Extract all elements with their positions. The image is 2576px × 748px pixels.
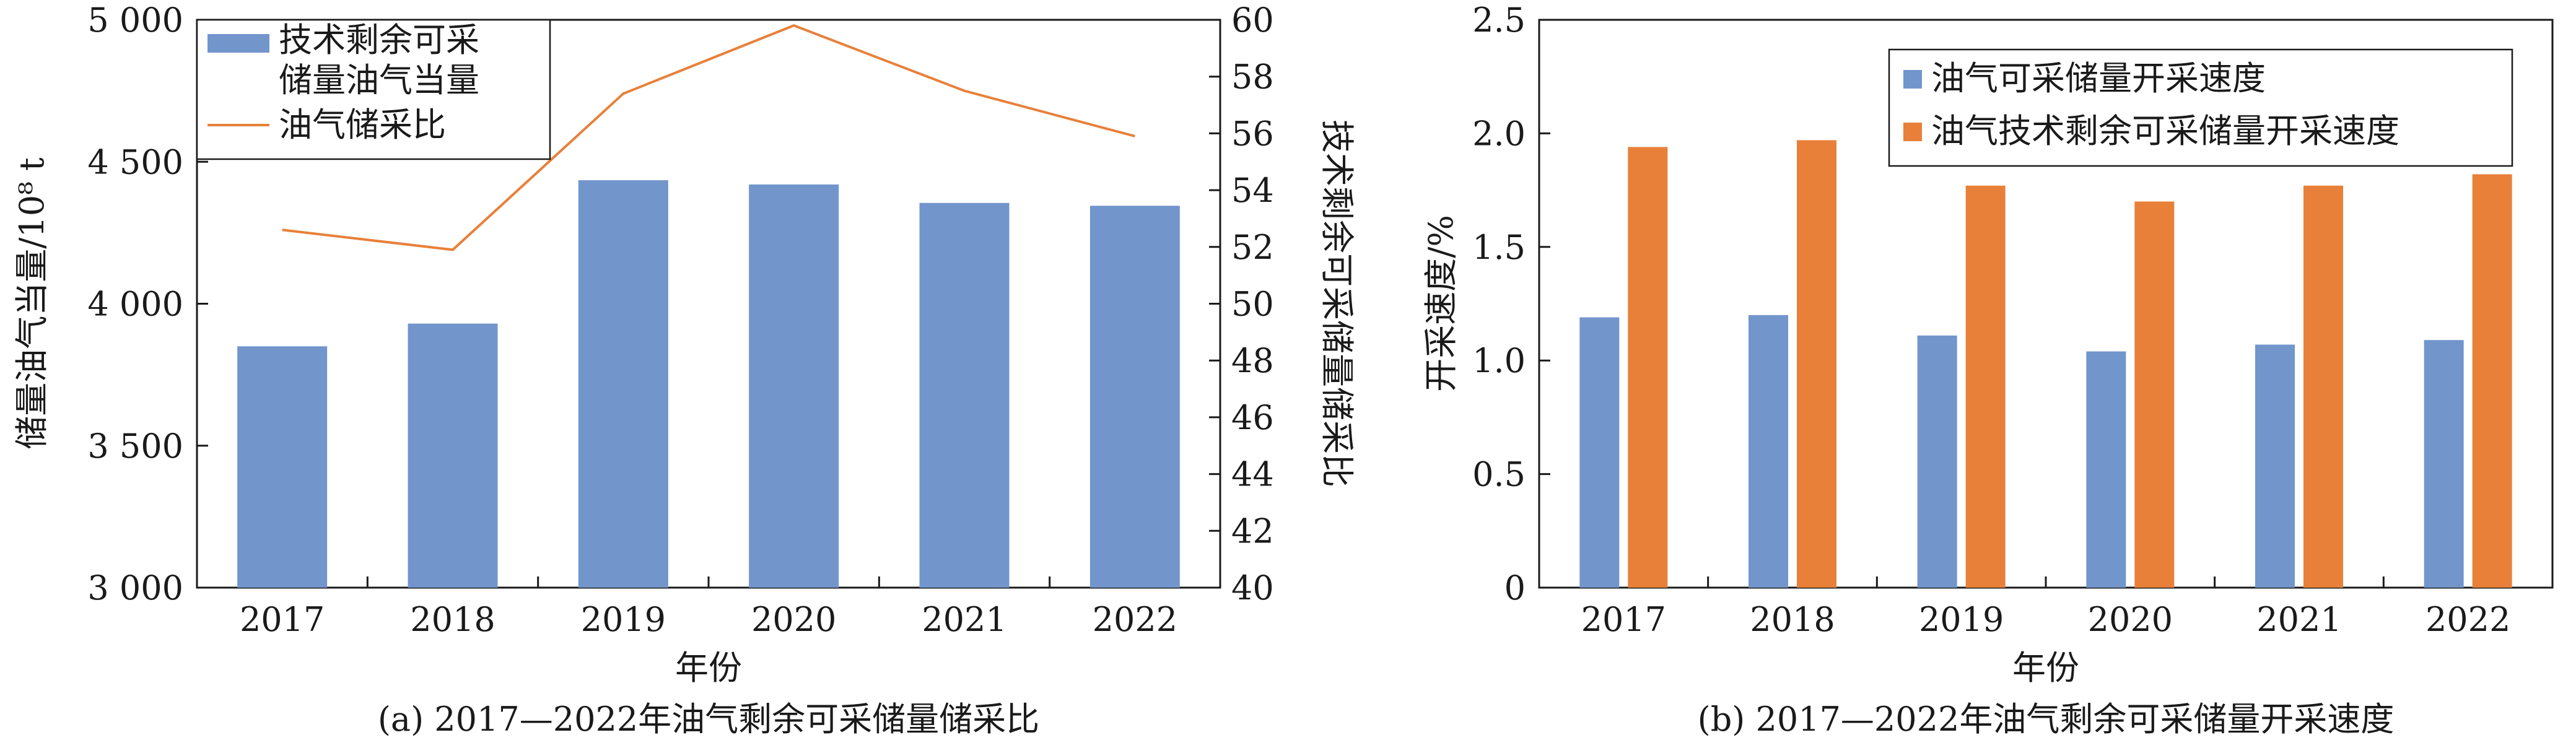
rate-bar-a-2022 bbox=[2424, 340, 2464, 588]
y-tick-label: 1.0 bbox=[1472, 341, 1526, 380]
legend-swatch-rate-a bbox=[1903, 70, 1922, 89]
left-tick-label: 3 000 bbox=[87, 568, 183, 607]
right-tick-label: 54 bbox=[1231, 171, 1274, 210]
chart-a-ylabel-left: 储量油气当量/10⁸ t bbox=[12, 157, 51, 450]
left-tick-label: 4 000 bbox=[87, 285, 183, 324]
reserve-bar-2018 bbox=[408, 323, 498, 588]
rate-bar-a-2020 bbox=[2086, 351, 2126, 588]
right-tick-label: 52 bbox=[1231, 228, 1274, 267]
y-tick-label: 1.5 bbox=[1472, 228, 1526, 267]
right-tick-label: 42 bbox=[1231, 511, 1274, 550]
legend-label-rate-b: 油气技术剩余可采储量开采速度 bbox=[1931, 111, 2399, 150]
rate-bar-b-2019 bbox=[1965, 185, 2006, 588]
rate-bar-a-2017 bbox=[1579, 317, 1620, 588]
right-tick-label: 50 bbox=[1231, 285, 1274, 324]
chart-a-ylabel-right: 技术剩余可采储量储采比 bbox=[1317, 120, 1356, 487]
chart-a-line bbox=[282, 24, 1135, 251]
y-tick-label: 0.5 bbox=[1472, 455, 1526, 494]
chart-b-caption: (b) 2017—2022年油气剩余可采储量开采速度 bbox=[1698, 700, 2395, 739]
x-tick-label: 2021 bbox=[2256, 600, 2341, 639]
rate-bar-a-2018 bbox=[1749, 315, 1788, 588]
right-tick-label: 56 bbox=[1231, 114, 1274, 153]
x-tick-label: 2020 bbox=[2088, 600, 2173, 639]
chart-b-bars bbox=[1579, 140, 2512, 588]
x-tick-label: 2020 bbox=[751, 600, 836, 639]
chart-b: 0 0.5 1.0 1.5 2.0 2.5 2017 2018 2019 2020 2021 2022… bbox=[1421, 1, 2554, 739]
legend-label-line: 油气储采比 bbox=[279, 105, 446, 144]
y-tick-label: 2.5 bbox=[1472, 1, 1526, 40]
chart-a-axes: 3 000 3 500 4 000 4 500 5 000 40 42 44 46 48 50 52 5… bbox=[87, 1, 1273, 639]
right-tick-label: 48 bbox=[1231, 341, 1274, 380]
right-tick-label: 60 bbox=[1231, 1, 1274, 40]
chart-a-legend: 技术剩余可采 储量油气当量 油气储采比 bbox=[196, 19, 551, 160]
rate-bar-a-2021 bbox=[2255, 344, 2295, 588]
rate-bar-b-2017 bbox=[1628, 147, 1668, 588]
rate-bar-b-2021 bbox=[2303, 185, 2343, 588]
legend-swatch-bar bbox=[207, 34, 269, 53]
chart-b-legend-box bbox=[1888, 48, 2513, 167]
x-tick-label: 2018 bbox=[410, 600, 495, 639]
rate-bar-b-2022 bbox=[2472, 174, 2512, 588]
right-tick-label: 46 bbox=[1231, 398, 1274, 437]
right-tick-label: 44 bbox=[1231, 455, 1274, 494]
reserve-bar-2017 bbox=[237, 346, 328, 588]
x-tick-label: 2022 bbox=[1093, 600, 1177, 639]
legend-label-rate-a: 油气可采储量开采速度 bbox=[1931, 59, 2266, 98]
chart-b-ylabel: 开采速度/% bbox=[1421, 215, 1460, 392]
reserve-bar-2021 bbox=[919, 202, 1010, 588]
reserve-bar-2020 bbox=[749, 184, 839, 588]
rate-bar-b-2020 bbox=[2134, 201, 2175, 588]
right-tick-label: 58 bbox=[1231, 58, 1274, 97]
chart-a-xlabel: 年份 bbox=[675, 648, 742, 687]
left-tick-label: 3 500 bbox=[87, 427, 183, 466]
legend-label-bar-line2: 储量油气当量 bbox=[279, 61, 479, 100]
left-tick-label: 4 500 bbox=[87, 142, 183, 181]
chart-b-legend: 油气可采储量开采速度 油气技术剩余可采储量开采速度 bbox=[1888, 48, 2513, 167]
ratio-line bbox=[282, 24, 1135, 251]
chart-b-xlabel: 年份 bbox=[2012, 648, 2079, 687]
x-tick-label: 2022 bbox=[2425, 600, 2510, 639]
x-tick-label: 2017 bbox=[1581, 600, 1666, 639]
x-tick-label: 2017 bbox=[240, 600, 325, 639]
reserve-bar-2022 bbox=[1089, 206, 1180, 588]
rate-bar-b-2018 bbox=[1797, 140, 1836, 588]
chart-b-axes: 0 0.5 1.0 1.5 2.0 2.5 2017 2018 2019 2020 2021 2022 bbox=[1472, 1, 2510, 639]
left-tick-label: 5 000 bbox=[87, 1, 183, 40]
chart-a-bars bbox=[237, 180, 1180, 588]
y-tick-label: 2.0 bbox=[1472, 114, 1526, 153]
y-tick-label: 0 bbox=[1504, 568, 1526, 607]
reserve-bar-2019 bbox=[578, 180, 668, 588]
rate-bar-a-2019 bbox=[1917, 335, 1957, 588]
x-tick-label: 2018 bbox=[1750, 600, 1835, 639]
legend-swatch-rate-b bbox=[1903, 123, 1922, 141]
chart-a-caption: (a) 2017—2022年油气剩余可采储量储采比 bbox=[378, 700, 1039, 739]
x-tick-label: 2021 bbox=[922, 600, 1006, 639]
right-tick-label: 40 bbox=[1231, 568, 1274, 607]
x-tick-label: 2019 bbox=[581, 600, 666, 639]
chart-a: 3 000 3 500 4 000 4 500 5 000 40 42 44 46 48 50 52 5… bbox=[12, 1, 1356, 739]
x-tick-label: 2019 bbox=[1919, 600, 2004, 639]
legend-label-bar-line1: 技术剩余可采 bbox=[279, 20, 479, 59]
